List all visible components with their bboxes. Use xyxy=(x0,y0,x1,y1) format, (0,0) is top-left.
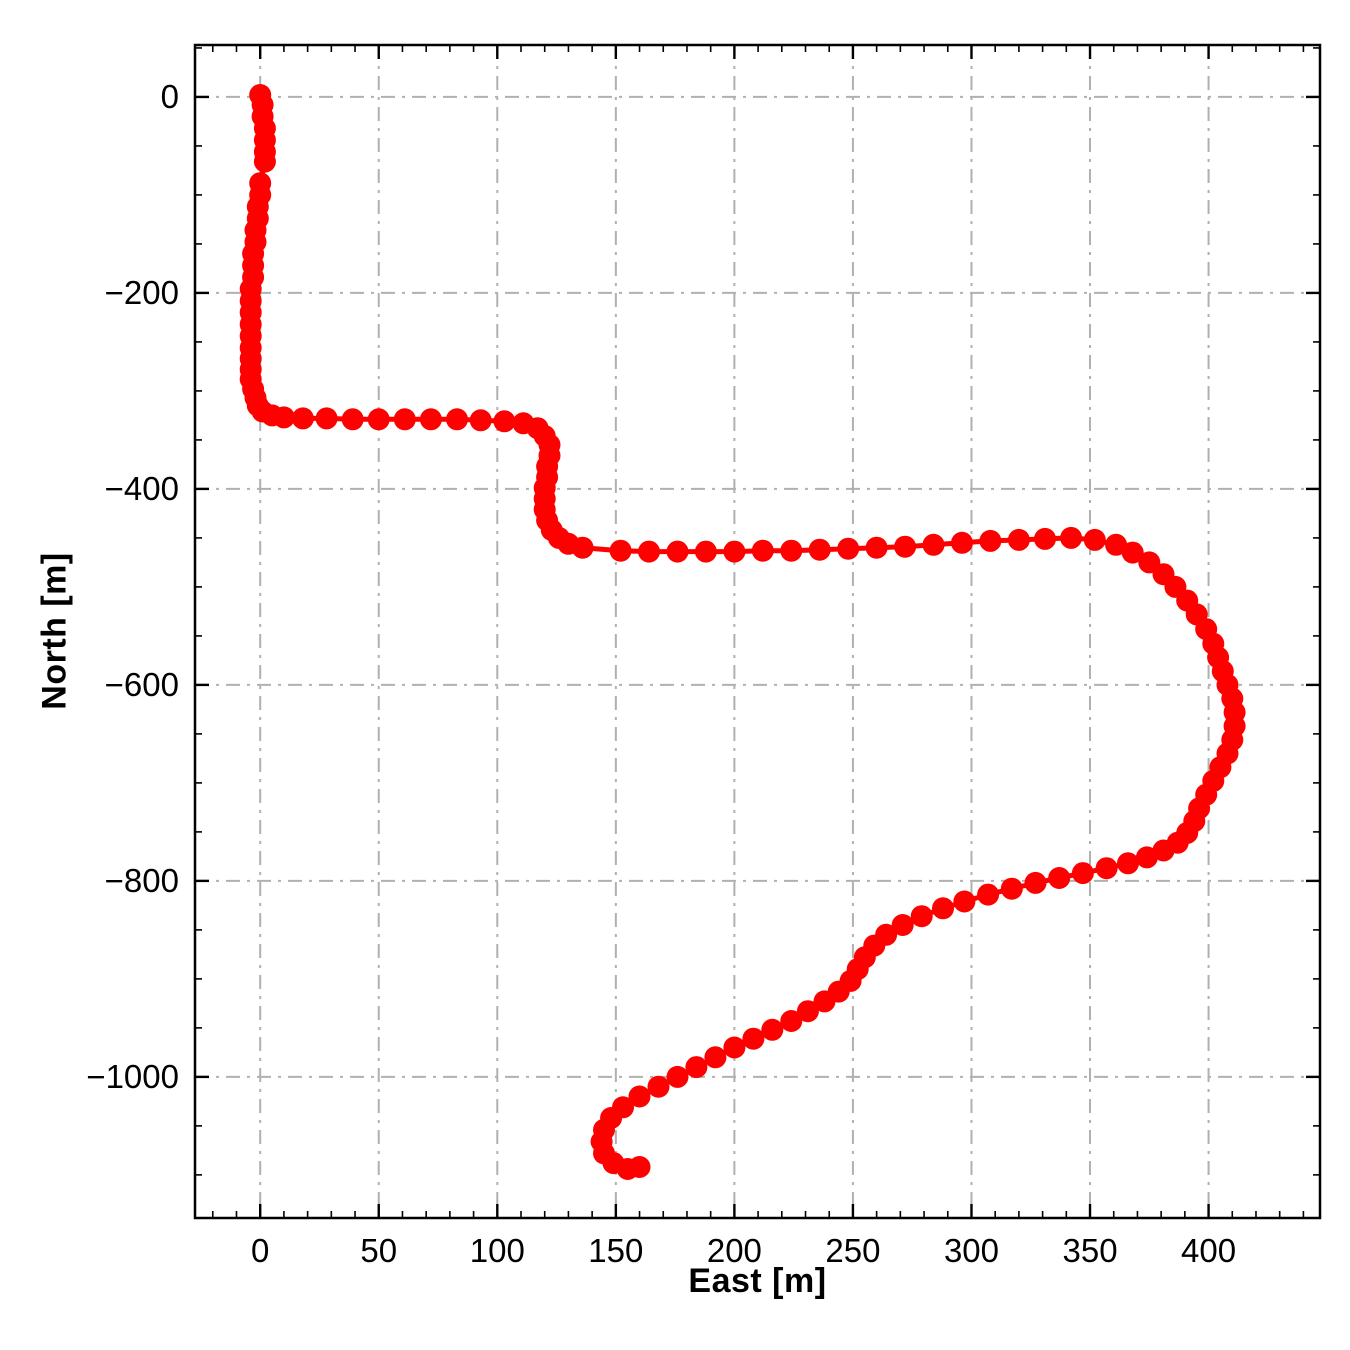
vehicle-trajectory-marker xyxy=(977,883,1000,906)
vehicle-trajectory-marker xyxy=(932,897,954,920)
vehicle-trajectory-marker xyxy=(446,408,468,431)
vehicle-trajectory-marker xyxy=(341,408,364,431)
vehicle-trajectory-marker xyxy=(493,410,516,433)
vehicle-trajectory-marker xyxy=(571,536,594,559)
vehicle-trajectory-marker xyxy=(910,905,933,928)
x-tick-label: 400 xyxy=(1181,1232,1236,1269)
vehicle-trajectory-marker xyxy=(628,1085,651,1108)
vehicle-trajectory-marker xyxy=(1121,541,1144,564)
vehicle-trajectory-marker xyxy=(291,407,314,430)
vehicle-trajectory-marker xyxy=(894,535,917,558)
vehicle-trajectory-marker xyxy=(761,1018,784,1041)
vehicle-trajectory-marker xyxy=(638,540,660,563)
y-tick-label: −1000 xyxy=(86,1058,179,1095)
vehicle-trajectory-marker xyxy=(704,1046,727,1069)
x-tick-label: 300 xyxy=(944,1232,999,1269)
vehicle-trajectory-marker xyxy=(742,1027,765,1050)
vehicle-trajectory-marker xyxy=(780,539,803,562)
vehicle-trajectory-marker xyxy=(315,407,338,430)
x-tick-label: 350 xyxy=(1062,1232,1117,1269)
vehicle-trajectory-marker xyxy=(694,540,717,563)
vehicle-trajectory-line xyxy=(248,92,1238,1172)
vehicle-trajectory-marker xyxy=(813,990,836,1013)
vehicle-trajectory-marker xyxy=(419,408,442,431)
vehicle-trajectory-marker xyxy=(367,408,390,431)
x-tick-label: 50 xyxy=(360,1232,397,1269)
vehicle-trajectory-marker xyxy=(1095,857,1118,880)
vehicle-trajectory-marker xyxy=(723,540,746,563)
vehicle-trajectory-marker xyxy=(609,539,632,562)
vehicle-trajectory-marker xyxy=(723,1036,746,1059)
vehicle-trajectory-marker xyxy=(1000,877,1023,900)
vehicle-trajectory-marker xyxy=(628,1156,651,1178)
y-tick-label: −200 xyxy=(105,274,179,311)
vehicle-trajectory-marker xyxy=(865,536,888,559)
vehicle-trajectory-marker xyxy=(1007,528,1030,551)
vehicle-trajectory-marker xyxy=(666,540,689,563)
x-axis-label: East [m] xyxy=(688,1262,827,1300)
vehicle-trajectory-marker xyxy=(751,539,774,562)
vehicle-trajectory-marker xyxy=(393,408,416,431)
vehicle-trajectory-marker xyxy=(1060,526,1083,549)
vehicle-trajectory-marker xyxy=(666,1065,689,1088)
vehicle-trajectory-marker xyxy=(1105,533,1128,556)
vehicle-trajectory-marker xyxy=(1024,871,1047,894)
x-tick-label: 0 xyxy=(251,1232,269,1269)
vehicle-trajectory-marker xyxy=(796,1000,819,1023)
vehicle-trajectory-marker xyxy=(951,531,973,554)
vehicle-trajectory-marker xyxy=(272,406,295,429)
vehicle-trajectory-marker xyxy=(953,890,976,913)
y-tick-label: 0 xyxy=(161,78,179,115)
vehicle-trajectory-marker xyxy=(922,533,945,556)
vehicle-trajectory-marker xyxy=(1152,839,1175,862)
y-tick-label: −400 xyxy=(105,470,179,507)
vehicle-trajectory-marker xyxy=(1071,862,1094,885)
vehicle-trajectory-marker xyxy=(837,537,860,560)
vehicle-trajectory-marker xyxy=(1048,867,1071,889)
y-axis-label: North [m] xyxy=(35,552,74,710)
vehicle-trajectory-marker xyxy=(1083,528,1106,551)
y-tick-label: −800 xyxy=(105,862,179,899)
x-tick-label: 250 xyxy=(825,1232,880,1269)
vehicle-trajectory-marker xyxy=(1034,527,1056,550)
vehicle-trajectory-marker xyxy=(253,150,276,173)
vehicle-trajectory-marker xyxy=(685,1056,708,1079)
vehicle-trajectory-marker xyxy=(979,529,1002,552)
vehicle-trajectory-marker xyxy=(647,1075,670,1098)
plot-frame xyxy=(193,43,1322,1220)
x-tick-label: 200 xyxy=(707,1232,762,1269)
vehicle-trajectory-marker xyxy=(1135,846,1158,869)
vehicle-trajectory-marker xyxy=(469,409,492,432)
x-tick-label: 100 xyxy=(470,1232,525,1269)
vehicle-trajectory-marker xyxy=(808,538,831,561)
y-tick-label: −600 xyxy=(105,666,179,703)
vehicle-trajectory-marker xyxy=(1117,852,1139,875)
vehicle-trajectory-marker xyxy=(780,1010,803,1032)
x-tick-label: 150 xyxy=(588,1232,643,1269)
vehicle-trajectory-marker xyxy=(891,914,914,936)
